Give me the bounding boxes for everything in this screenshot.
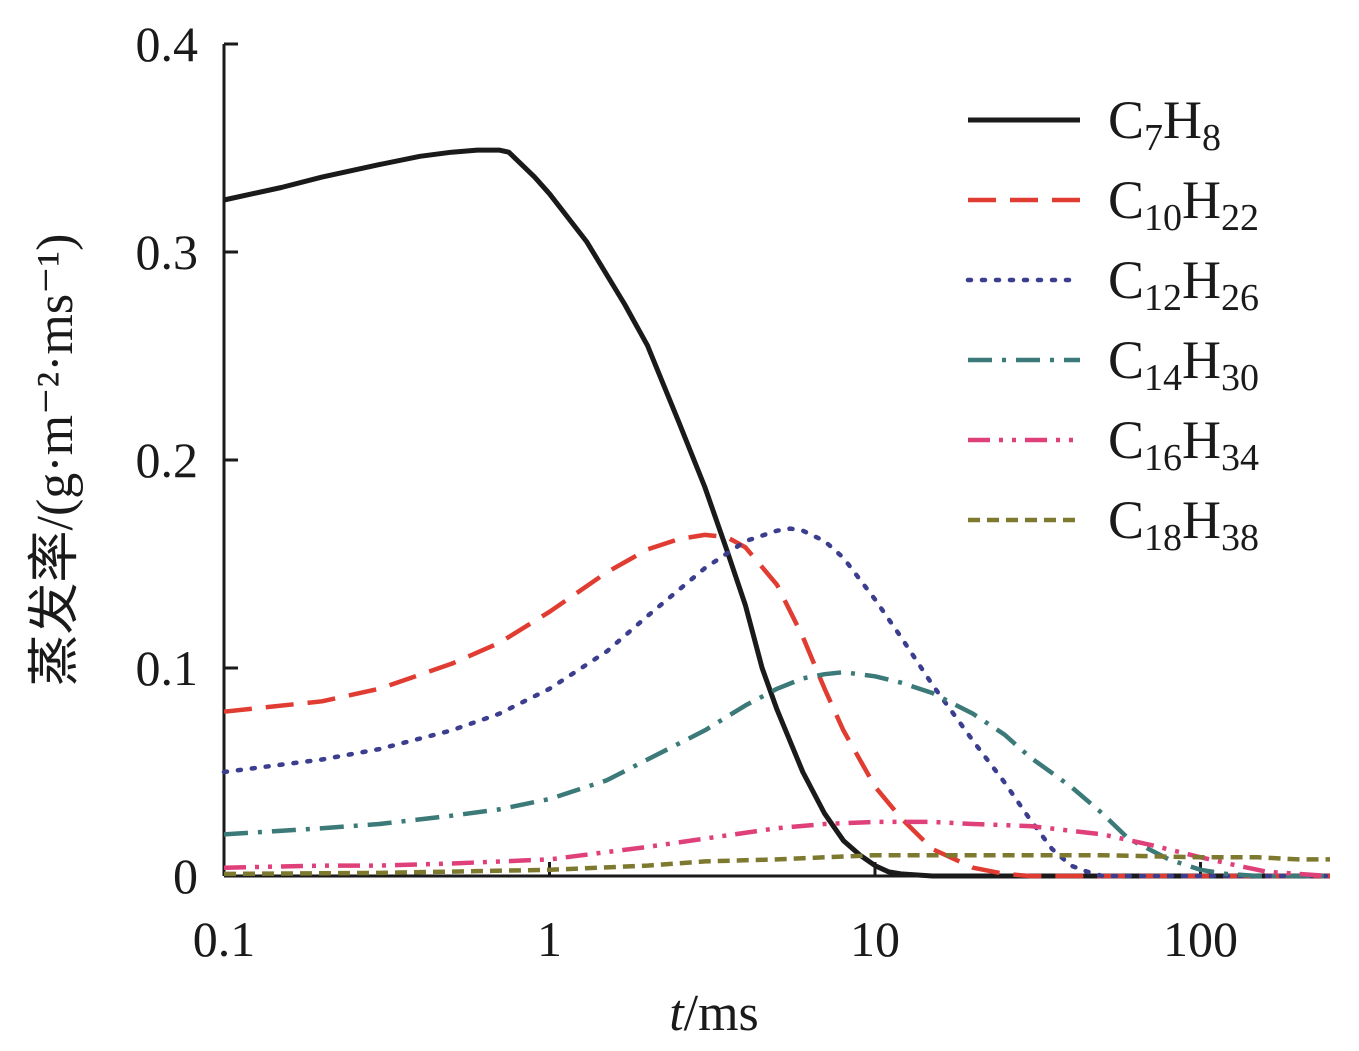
y-tick-label: 0.1 xyxy=(136,640,199,696)
legend-label: C12H26 xyxy=(1108,250,1259,319)
series-line-C18H38 xyxy=(223,852,1330,877)
y-tick-label: 0 xyxy=(173,848,198,904)
legend-label: C7H8 xyxy=(1108,90,1221,159)
legend-label: C16H34 xyxy=(1108,410,1259,479)
x-tick-label: 100 xyxy=(1163,911,1238,967)
y-tick-label: 0.4 xyxy=(136,16,199,72)
legend-item-C10H22: C10H22 xyxy=(968,170,1259,239)
series-line-C16H34 xyxy=(223,819,1331,879)
y-tick-label: 0.3 xyxy=(136,224,199,280)
y-ticks: 0 0.1 0.2 0.3 0.4 xyxy=(136,16,238,904)
series-line-C10H22 xyxy=(223,532,1330,879)
legend-label: C18H38 xyxy=(1108,490,1259,559)
legend: C7H8 C10H22 C12H26 C14H30 C16H34 C18H38 xyxy=(965,90,1259,559)
x-axis-title-unit: /ms xyxy=(684,985,759,1042)
legend-item-C14H30: C14H30 xyxy=(968,330,1259,399)
series-lines xyxy=(221,147,1333,879)
x-axis-title-variable: t xyxy=(669,985,685,1042)
series-line-C7H8 xyxy=(223,147,1330,879)
x-axis-title: t/ms xyxy=(669,985,759,1042)
series-line-C14H30 xyxy=(223,669,1330,879)
legend-item-C12H26: C12H26 xyxy=(965,250,1259,319)
y-axis-title: 蒸发率/(g·m⁻²·ms⁻¹) xyxy=(27,234,84,687)
legend-item-C16H34: C16H34 xyxy=(968,410,1259,479)
x-tick-label: 1 xyxy=(537,911,562,967)
legend-label: C14H30 xyxy=(1108,330,1259,399)
x-tick-label: 10 xyxy=(850,911,900,967)
legend-item-C7H8: C7H8 xyxy=(968,90,1221,159)
legend-item-C18H38: C18H38 xyxy=(968,490,1259,559)
x-tick-label: 0.1 xyxy=(193,911,256,967)
x-ticks: 0.1 1 10 100 xyxy=(193,862,1238,967)
series-line-C12H26 xyxy=(221,526,1333,879)
legend-label: C10H22 xyxy=(1108,170,1259,239)
y-tick-label: 0.2 xyxy=(136,432,199,488)
